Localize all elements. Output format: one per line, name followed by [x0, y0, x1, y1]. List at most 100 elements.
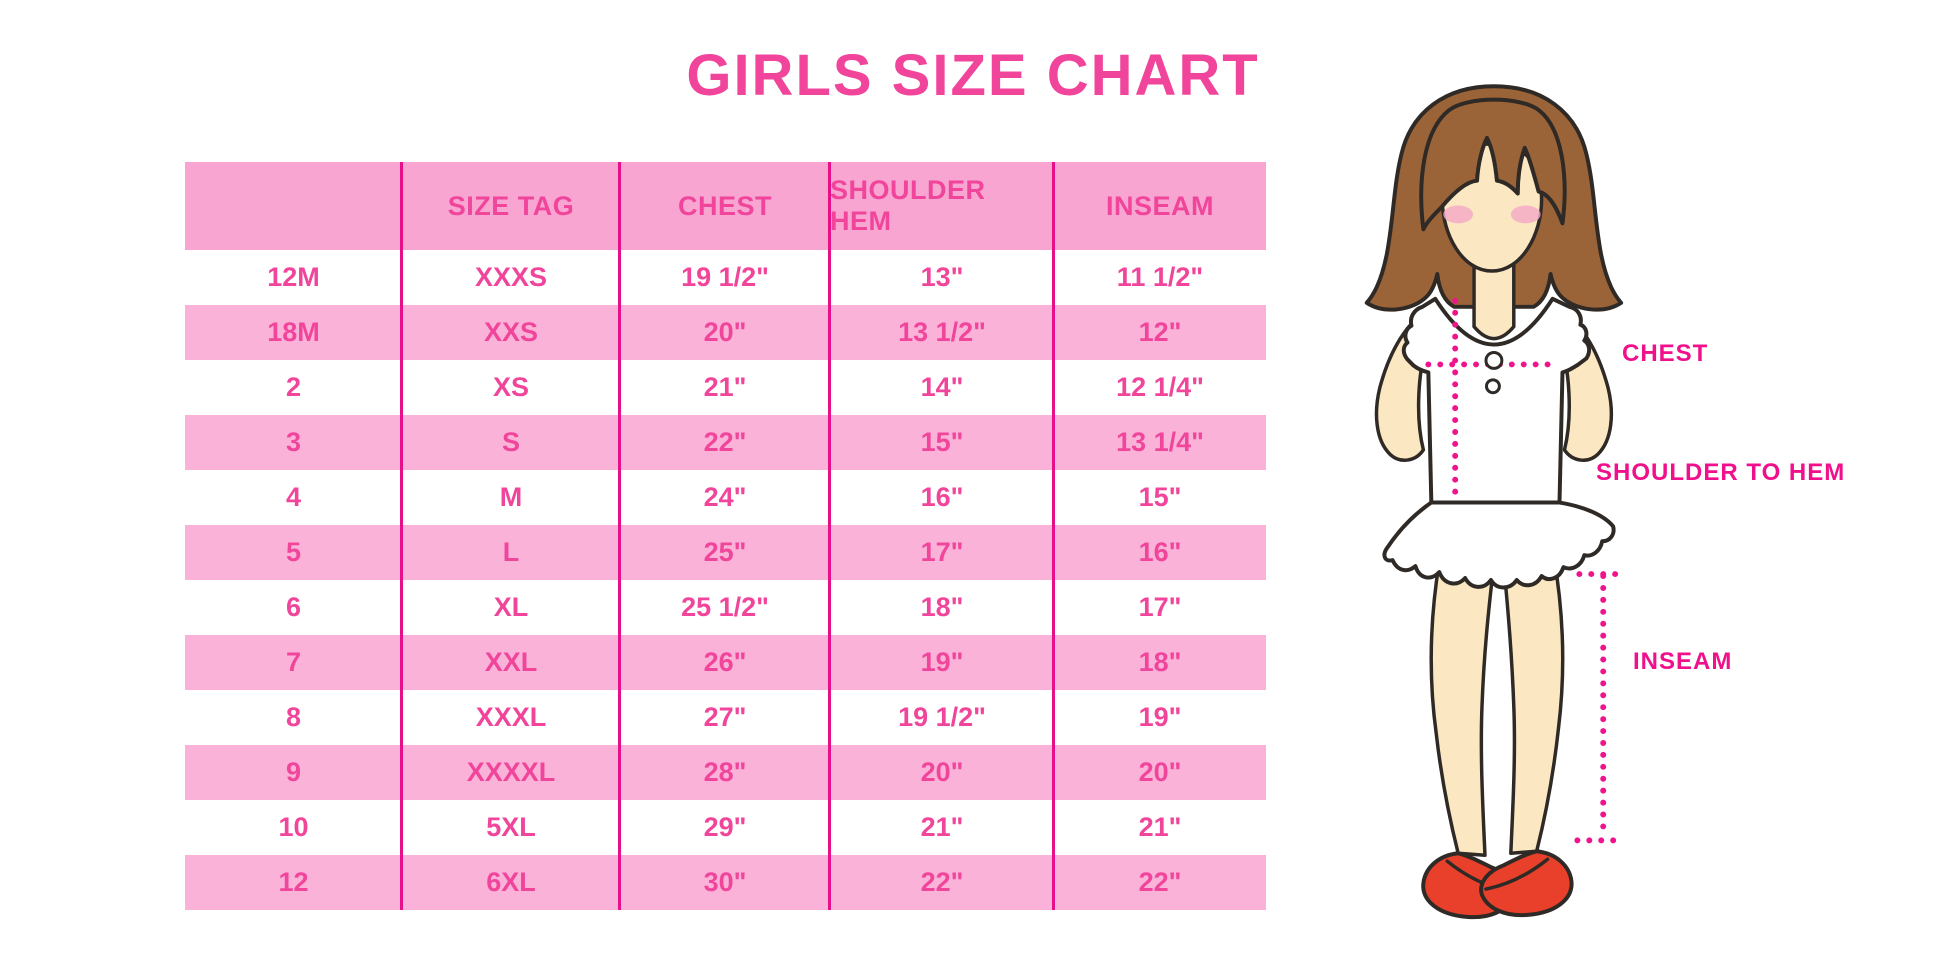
button-top	[1484, 351, 1504, 370]
measurement-cell: 13"	[920, 262, 964, 292]
measurement-cell: XL	[493, 592, 529, 622]
measurement-cell: 26"	[703, 647, 747, 677]
measurement-cell: 20"	[703, 317, 747, 347]
measurement-cell: 21"	[703, 372, 747, 402]
leg-right	[1502, 553, 1565, 855]
table-row: 9 XXXXL 28" 20" 20"	[185, 745, 1266, 800]
measurement-cell: 16"	[1138, 537, 1182, 567]
shoulder-to-hem-measure-label: SHOULDER TO HEM	[1596, 459, 1846, 486]
size-label-cell: 5	[285, 537, 302, 567]
table-row: 10 5XL 29" 21" 21"	[185, 800, 1266, 855]
shoe-right	[1479, 849, 1574, 918]
measurement-cell: 19 1/2"	[898, 702, 986, 732]
measurement-cell: 22"	[703, 427, 747, 457]
header-cell: CHEST	[677, 190, 772, 221]
measurement-cell: 21"	[1138, 812, 1182, 842]
table-row: 12M XXXS 19 1/2" 13" 11 1/2"	[185, 250, 1266, 305]
measurement-cell: 20"	[920, 757, 964, 787]
page-title: GIRLS SIZE CHART	[686, 43, 1260, 108]
size-label-cell: 18M	[267, 317, 320, 347]
blush-right	[1510, 205, 1541, 224]
table-row: 7 XXL 26" 19" 18"	[185, 635, 1266, 690]
shoe-right-strap	[1484, 857, 1550, 891]
table-row: 6 XL 25 1/2" 18" 17"	[185, 580, 1266, 635]
girl-illustration	[1328, 60, 1944, 955]
measurement-cell: XXXXL	[466, 757, 556, 787]
measurement-cell: 17"	[1138, 592, 1182, 622]
measurement-cell: 5XL	[486, 812, 536, 842]
table-row: 3 S 22" 15" 13 1/4"	[185, 415, 1266, 470]
table-row: 4 M 24" 16" 15"	[185, 470, 1266, 525]
ruffle-skirt	[1382, 500, 1616, 590]
measurement-cell: 19"	[1138, 702, 1182, 732]
measurement-cell: 19"	[920, 647, 964, 677]
measurement-cell: 22"	[920, 867, 964, 897]
measurement-cell: 22"	[1138, 867, 1182, 897]
measurement-cell: 25"	[703, 537, 747, 567]
header-cell-empty	[185, 162, 402, 250]
measurement-cell: 21"	[920, 812, 964, 842]
size-label-cell: 2	[285, 372, 302, 402]
size-label-cell: 4	[285, 482, 302, 512]
measurement-cell: 29"	[703, 812, 747, 842]
size-label-cell: 3	[285, 427, 302, 457]
inseam-measure-label: INSEAM	[1633, 648, 1733, 675]
neck	[1472, 257, 1516, 341]
measurement-cell: 12"	[1138, 317, 1182, 347]
measurement-cell: 15"	[920, 427, 964, 457]
column-divider	[828, 162, 831, 910]
measurement-cell: XXS	[483, 317, 539, 347]
button-bottom	[1484, 378, 1501, 395]
measurement-cell: 19 1/2"	[681, 262, 769, 292]
measurement-cell: 25 1/2"	[681, 592, 769, 622]
table-row: 2 XS 21" 14" 12 1/4"	[185, 360, 1266, 415]
column-divider	[400, 162, 403, 910]
measurement-cell: XXXL	[475, 702, 547, 732]
size-label-cell: 12M	[267, 262, 320, 292]
measurement-cell: 17"	[920, 537, 964, 567]
measurement-cell: 30"	[703, 867, 747, 897]
measurement-cell: 27"	[703, 702, 747, 732]
header-cell: SHOULDER HEM	[830, 175, 986, 236]
measurement-cell: XXXS	[474, 262, 548, 292]
size-label-cell: 9	[285, 757, 302, 787]
blush-left	[1443, 205, 1474, 224]
girl-figure-svg	[1364, 84, 1625, 920]
measurement-cell: XS	[492, 372, 530, 402]
measurement-cell: M	[499, 482, 523, 512]
measurement-cell: 28"	[703, 757, 747, 787]
table-row: 12 6XL 30" 22" 22"	[185, 855, 1266, 910]
measurement-cell: 14"	[920, 372, 964, 402]
size-table-header: SIZE TAG CHEST SHOULDER HEM INSEAM	[185, 162, 1266, 250]
blouse	[1401, 296, 1592, 505]
size-label-cell: 8	[285, 702, 302, 732]
measurement-cell: XXL	[484, 647, 538, 677]
size-label-cell: 7	[285, 647, 302, 677]
measurement-cell: 6XL	[486, 867, 536, 897]
column-divider	[1052, 162, 1055, 910]
measurement-cell: S	[501, 427, 520, 457]
measurement-cell: L	[502, 537, 520, 567]
table-row: 8 XXXL 27" 19 1/2" 19"	[185, 690, 1266, 745]
header-cell: SIZE TAG	[447, 190, 575, 221]
measurement-cell: 11 1/2"	[1116, 262, 1204, 292]
measurement-cell: 13 1/4"	[1116, 427, 1204, 457]
column-divider	[618, 162, 621, 910]
size-table: SIZE TAG CHEST SHOULDER HEM INSEAM 12M XXXS 1…	[185, 162, 1266, 910]
table-row: 18M XXS 20" 13 1/2" 12"	[185, 305, 1266, 360]
size-label-cell: 10	[278, 812, 309, 842]
measurement-cell: 15"	[1138, 482, 1182, 512]
measurement-cell: 12 1/4"	[1116, 372, 1204, 402]
leg-left	[1429, 560, 1495, 857]
measurement-cell: 20"	[1138, 757, 1182, 787]
header-cell: INSEAM	[1105, 190, 1214, 221]
size-label-cell: 6	[285, 592, 302, 622]
measurement-cell: 24"	[703, 482, 747, 512]
bangs	[1419, 97, 1567, 232]
chest-measure-label: CHEST	[1622, 340, 1709, 367]
measurement-cell: 18"	[1138, 647, 1182, 677]
measurement-cell: 18"	[920, 592, 964, 622]
table-row: 5 L 25" 17" 16"	[185, 525, 1266, 580]
size-label-cell: 12	[278, 867, 309, 897]
